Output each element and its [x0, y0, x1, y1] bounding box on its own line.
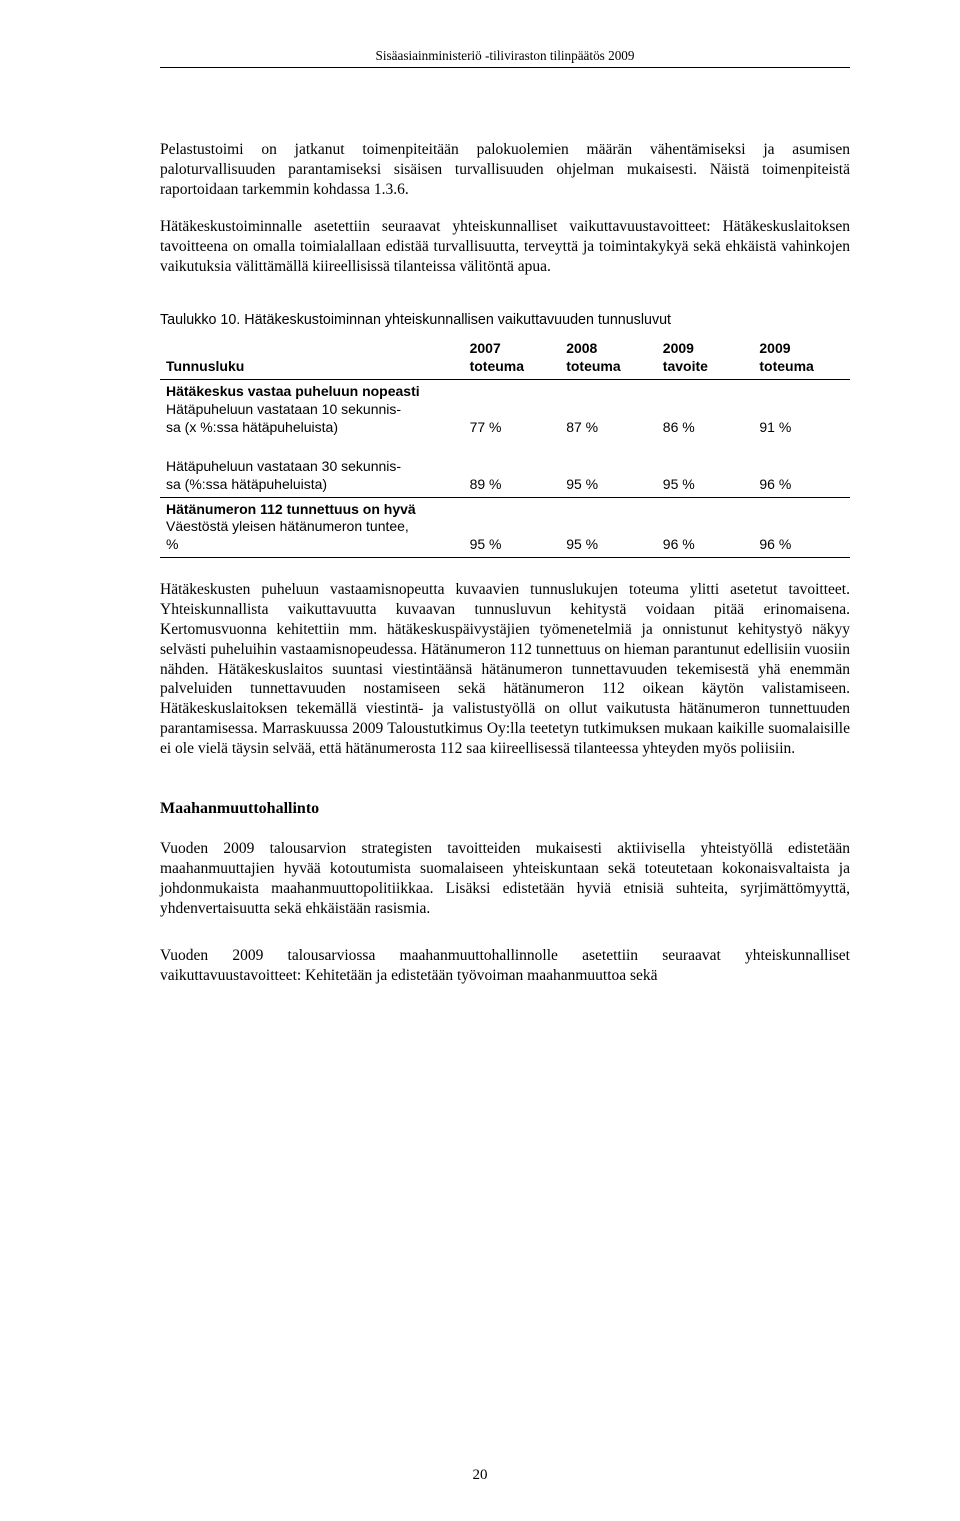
running-head: Sisäasiainministeriö -tiliviraston tilin…	[160, 48, 850, 68]
cell-value: 86 %	[657, 379, 754, 439]
section-heading-maahanmuuttohallinto: Maahanmuuttohallinto	[160, 799, 850, 819]
col-header-4: 2009toteuma	[753, 337, 850, 379]
page-number: 20	[0, 1466, 960, 1485]
cell-value: 96 %	[657, 497, 754, 558]
table-header-row: Tunnusluku2007toteuma2008toteuma2009tavo…	[160, 337, 850, 379]
table-row: Hätänumeron 112 tunnettuus on hyväVäestö…	[160, 497, 850, 558]
cell-value: 87 %	[560, 379, 657, 439]
row-label: Hätäpuheluun vastataan 30 sekunnis-sa (%…	[160, 440, 464, 497]
page: Sisäasiainministeriö -tiliviraston tilin…	[0, 0, 960, 1521]
cell-value: 95 %	[560, 497, 657, 558]
row-label: Hätänumeron 112 tunnettuus on hyväVäestö…	[160, 497, 464, 558]
table-caption: Taulukko 10. Hätäkeskustoiminnan yhteisk…	[160, 311, 850, 329]
paragraph-2: Hätäkeskustoiminnalle asetettiin seuraav…	[160, 217, 850, 276]
col-header-1: 2007toteuma	[464, 337, 561, 379]
cell-value: 89 %	[464, 440, 561, 497]
cell-value: 77 %	[464, 379, 561, 439]
paragraph-5: Vuoden 2009 talousarviossa maahanmuuttoh…	[160, 946, 850, 986]
cell-value: 96 %	[753, 497, 850, 558]
table-row: Hätäpuheluun vastataan 30 sekunnis-sa (%…	[160, 440, 850, 497]
cell-value: 95 %	[464, 497, 561, 558]
col-header-2: 2008toteuma	[560, 337, 657, 379]
paragraph-1: Pelastustoimi on jatkanut toimenpiteitää…	[160, 140, 850, 199]
paragraph-3: Hätäkeskusten puheluun vastaamisnopeutta…	[160, 580, 850, 758]
row-label: Hätäkeskus vastaa puheluun nopeastiHätäp…	[160, 379, 464, 439]
paragraph-4: Vuoden 2009 talousarvion strategisten ta…	[160, 839, 850, 918]
col-header-tunnusluku: Tunnusluku	[160, 337, 464, 379]
table-row: Hätäkeskus vastaa puheluun nopeastiHätäp…	[160, 379, 850, 439]
cell-value: 95 %	[560, 440, 657, 497]
indicator-table: Tunnusluku2007toteuma2008toteuma2009tavo…	[160, 337, 850, 558]
col-header-3: 2009tavoite	[657, 337, 754, 379]
cell-value: 96 %	[753, 440, 850, 497]
cell-value: 91 %	[753, 379, 850, 439]
cell-value: 95 %	[657, 440, 754, 497]
